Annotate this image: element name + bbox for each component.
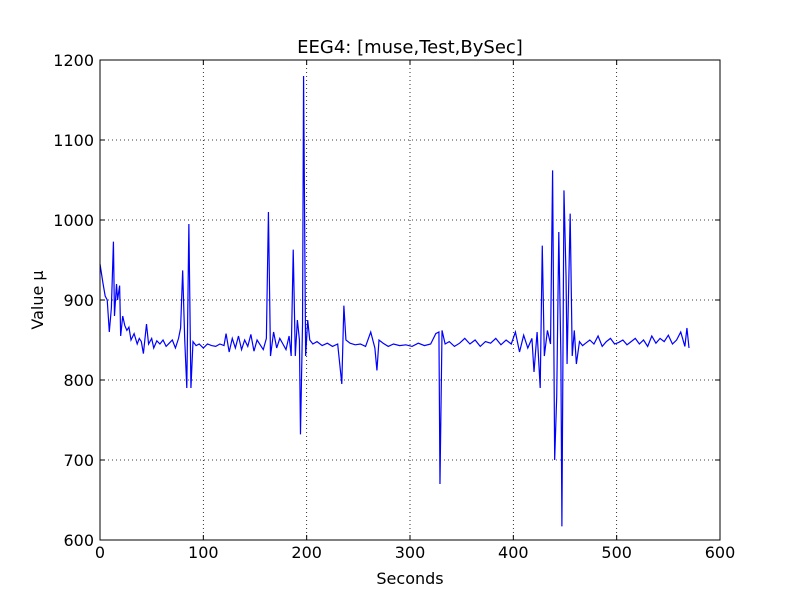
plot-frame bbox=[99, 59, 721, 541]
x-tick-label: 0 bbox=[95, 543, 105, 562]
chart-title: EEG4: [muse,Test,BySec] bbox=[297, 37, 523, 58]
y-tick-label: 800 bbox=[63, 371, 94, 390]
x-tick-label: 200 bbox=[291, 543, 322, 562]
x-tick-label: 100 bbox=[188, 543, 219, 562]
y-tick-label: 600 bbox=[63, 531, 94, 550]
y-tick-label: 1100 bbox=[53, 131, 94, 150]
x-tick-label: 300 bbox=[395, 543, 426, 562]
data-line bbox=[99, 75, 690, 527]
y-axis-label: Value µ bbox=[28, 270, 47, 329]
x-tick-label: 400 bbox=[498, 543, 529, 562]
x-axis-label: Seconds bbox=[376, 569, 443, 588]
y-tick-label: 700 bbox=[63, 451, 94, 470]
y-tick-label: 1200 bbox=[53, 51, 94, 70]
y-tick-label: 900 bbox=[63, 291, 94, 310]
x-tick-label: 500 bbox=[601, 543, 632, 562]
plot-area: 0 100 200 300 400 500 600 600 700 800 900 1000 1100 1… bbox=[53, 51, 735, 562]
y-tick-label: 1000 bbox=[53, 211, 94, 230]
x-tick-label: 600 bbox=[705, 543, 736, 562]
